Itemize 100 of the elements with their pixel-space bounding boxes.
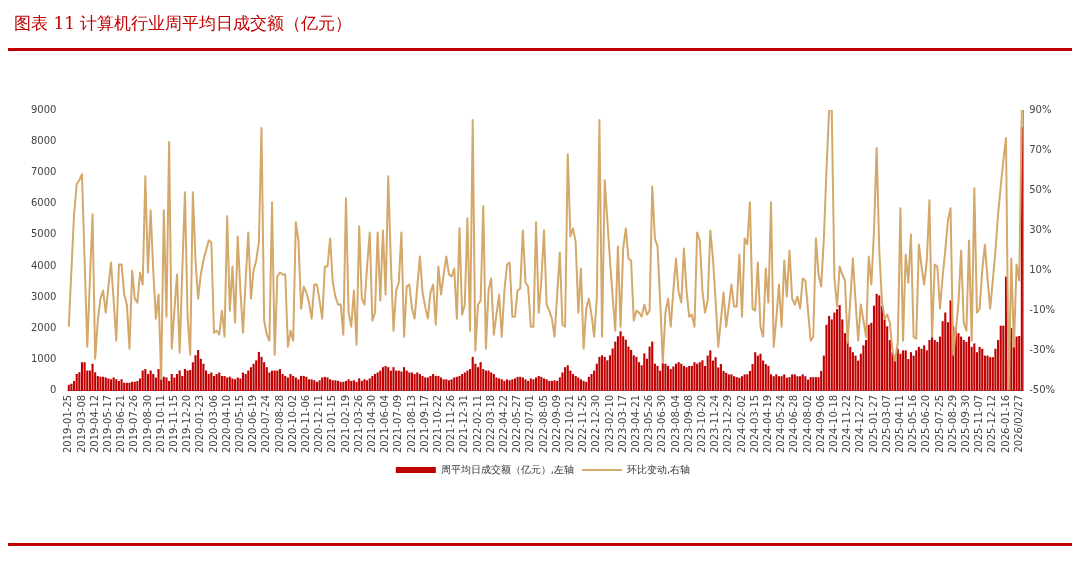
bar [667,365,670,391]
x-tick-label: 2021-08-13 [405,394,417,454]
bar [767,365,770,391]
bar [91,363,94,391]
x-tick-label: 2026-01-16 [999,394,1011,454]
x-tick-label: 2021-03-26 [352,394,364,454]
bar [373,374,377,391]
bar [381,367,384,391]
bar [487,370,490,391]
bar [719,364,722,391]
bar [421,375,424,391]
bar [450,379,453,391]
bar [99,376,102,391]
bar [917,346,920,391]
bar [738,377,741,391]
bar [714,357,717,391]
bar [175,374,179,391]
bar [400,371,403,391]
bar [297,379,300,391]
bar [70,383,73,391]
x-tick-label: 2020-07-24 [260,394,272,454]
bar [458,375,461,391]
legend-label: 周平均日成交额（亿元）,左轴 [440,463,575,475]
bar [756,355,759,391]
x-tick-label: 2024-08-02 [801,394,813,454]
bar [674,363,678,391]
x-tick-label: 2023-04-21 [629,394,641,454]
x-tick-label: 2023-09-08 [682,394,694,454]
x-tick-label: 2020-05-15 [233,394,245,454]
bar [772,376,775,391]
x-tick-label: 2020-01-23 [194,394,206,454]
y2-tick-label: 70% [1029,143,1052,155]
x-tick-label: 2020-03-06 [207,394,219,454]
bar [503,380,506,391]
x-tick-label: 2020-12-11 [313,394,325,454]
x-tick-label: 2025-01-27 [867,394,879,454]
x-tick-label: 2020-11-06 [299,394,311,454]
bar [495,377,498,391]
bar [429,375,432,391]
bar [635,356,638,391]
x-tick-label: 2019-05-17 [101,394,113,454]
bar [408,372,411,391]
bar [165,377,168,391]
y-tick-label: 0 [50,384,57,396]
bar [310,379,313,391]
bar [875,293,878,391]
bar [624,339,627,391]
bar [107,378,110,391]
bar [986,355,989,391]
bar [643,353,646,391]
x-tick-label: 2025-05-16 [907,394,919,454]
bar [933,340,936,391]
y2-tick-label: 90% [1029,103,1052,115]
bar [590,374,593,391]
x-tick-label: 2023-11-24 [709,394,721,454]
bar [651,341,654,391]
x-tick-label: 2021-12-31 [458,394,470,454]
bar [796,376,799,391]
bar [809,377,812,391]
bar [379,370,382,391]
bar [136,380,139,391]
bar [701,360,704,391]
y-tick-label: 3000 [31,290,57,302]
bar [901,350,905,391]
bar [540,376,543,391]
bar [392,367,395,391]
x-tick-label: 2023-10-20 [695,394,707,454]
bar [342,381,345,391]
bar [326,377,329,391]
bar [973,343,976,391]
x-tick-label: 2019-01-25 [62,394,74,454]
bar [630,350,633,391]
bar [965,341,968,391]
bar [981,348,984,391]
x-tick-label: 2022-03-18 [484,394,496,454]
bar [957,333,960,391]
bar [661,362,664,391]
x-tick-label: 2019-11-15 [167,394,179,454]
x-tick-label: 2019-06-21 [115,394,127,454]
bar [318,380,321,391]
bar [899,353,902,391]
bar [505,379,509,391]
x-tick-label: 2025-04-11 [893,394,905,454]
bar [371,375,374,391]
x-tick-label: 2024-09-06 [814,394,826,454]
bar [746,374,749,391]
x-tick-label: 2025-08-29 [946,394,958,454]
bar [759,353,762,391]
x-tick-label: 2024-12-27 [854,394,866,454]
x-tick-label: 2025-09-30 [960,394,971,454]
y2-tick-label: -10% [1029,304,1056,316]
bar [152,374,155,391]
bar [754,352,757,391]
x-tick-label: 2025-12-12 [986,394,998,454]
bar [1004,276,1008,391]
bar [83,362,86,391]
bar [479,362,482,391]
x-tick-label: 2024-03-15 [748,394,760,454]
bar [904,350,907,391]
x-tick-label: 2021-04-30 [365,394,377,454]
